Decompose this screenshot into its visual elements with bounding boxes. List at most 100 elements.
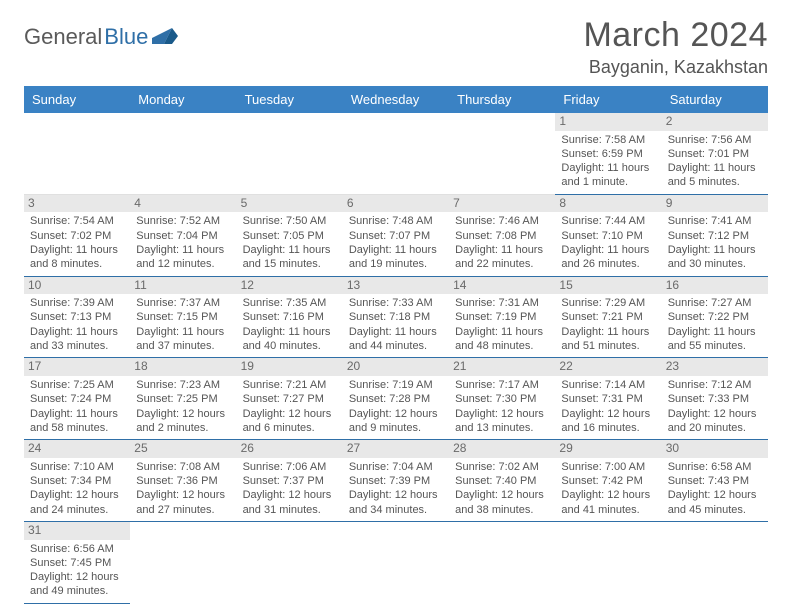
sunrise-text: Sunrise: 7:58 AM	[561, 133, 655, 147]
sunset-text: Sunset: 7:40 PM	[455, 474, 549, 488]
calendar-cell: 1Sunrise: 7:58 AMSunset: 6:59 PMDaylight…	[555, 113, 661, 194]
sunset-text: Sunset: 7:10 PM	[561, 229, 655, 243]
calendar-cell: 22Sunrise: 7:14 AMSunset: 7:31 PMDayligh…	[555, 358, 661, 440]
sunrise-text: Sunrise: 7:41 AM	[668, 214, 762, 228]
daylight-text: and 41 minutes.	[561, 503, 655, 517]
sunset-text: Sunset: 7:30 PM	[455, 392, 549, 406]
calendar-cell	[237, 113, 343, 194]
day-number: 24	[24, 440, 130, 458]
day-number: 4	[130, 195, 236, 213]
sunrise-text: Sunrise: 7:14 AM	[561, 378, 655, 392]
day-number: 21	[449, 358, 555, 376]
day-header: Friday	[555, 86, 661, 113]
daylight-text: Daylight: 12 hours	[561, 488, 655, 502]
daylight-text: Daylight: 11 hours	[349, 243, 443, 257]
daylight-text: and 8 minutes.	[30, 257, 124, 271]
day-number: 10	[24, 277, 130, 295]
daylight-text: Daylight: 12 hours	[455, 488, 549, 502]
sunrise-text: Sunrise: 7:19 AM	[349, 378, 443, 392]
daylight-text: Daylight: 11 hours	[136, 243, 230, 257]
daylight-text: Daylight: 12 hours	[561, 407, 655, 421]
day-number: 14	[449, 277, 555, 295]
day-number: 8	[555, 195, 661, 213]
calendar-cell: 7Sunrise: 7:46 AMSunset: 7:08 PMDaylight…	[449, 194, 555, 276]
calendar-week-row: 10Sunrise: 7:39 AMSunset: 7:13 PMDayligh…	[24, 276, 768, 358]
sunrise-text: Sunrise: 7:50 AM	[243, 214, 337, 228]
sunset-text: Sunset: 7:02 PM	[30, 229, 124, 243]
calendar-cell: 24Sunrise: 7:10 AMSunset: 7:34 PMDayligh…	[24, 440, 130, 522]
calendar-cell	[343, 113, 449, 194]
calendar-cell: 28 Sunrise: 7:02 AMSunset: 7:40 PMDayligh…	[449, 440, 555, 522]
calendar-cell: 31Sunrise: 6:56 AMSunset: 7:45 PMDayligh…	[24, 521, 130, 603]
sunset-text: Sunset: 7:19 PM	[455, 310, 549, 324]
daylight-text: and 1 minute.	[561, 175, 655, 189]
calendar-cell: 12Sunrise: 7:35 AMSunset: 7:16 PMDayligh…	[237, 276, 343, 358]
logo-text-1: General	[24, 24, 102, 50]
daylight-text: and 51 minutes.	[561, 339, 655, 353]
page-title: March 2024	[583, 16, 768, 55]
daylight-text: and 19 minutes.	[349, 257, 443, 271]
sunrise-text: Sunrise: 7:46 AM	[455, 214, 549, 228]
sunset-text: Sunset: 7:05 PM	[243, 229, 337, 243]
sunrise-text: Sunrise: 7:02 AM	[455, 460, 549, 474]
sunset-text: Sunset: 7:28 PM	[349, 392, 443, 406]
calendar-cell: 25Sunrise: 7:08 AMSunset: 7:36 PMDayligh…	[130, 440, 236, 522]
sunset-text: Sunset: 7:27 PM	[243, 392, 337, 406]
sunrise-text: Sunrise: 7:56 AM	[668, 133, 762, 147]
daylight-text: and 38 minutes.	[455, 503, 549, 517]
logo-flag-icon	[152, 24, 178, 50]
sunrise-text: Sunrise: 7:31 AM	[455, 296, 549, 310]
day-number: 19	[237, 358, 343, 376]
daylight-text: Daylight: 12 hours	[136, 488, 230, 502]
calendar-cell: 19 Sunrise: 7:21 AMSunset: 7:27 PMDayligh…	[237, 358, 343, 440]
daylight-text: and 15 minutes.	[243, 257, 337, 271]
daylight-text: and 30 minutes.	[668, 257, 762, 271]
daylight-text: and 5 minutes.	[668, 175, 762, 189]
sunrise-text: Sunrise: 7:35 AM	[243, 296, 337, 310]
day-number: 26	[237, 440, 343, 458]
sunset-text: Sunset: 7:15 PM	[136, 310, 230, 324]
location-subtitle: Bayganin, Kazakhstan	[583, 57, 768, 78]
sunset-text: Sunset: 7:37 PM	[243, 474, 337, 488]
calendar-cell: 9Sunrise: 7:41 AMSunset: 7:12 PMDaylight…	[662, 194, 768, 276]
daylight-text: Daylight: 11 hours	[243, 325, 337, 339]
daylight-text: Daylight: 11 hours	[561, 161, 655, 175]
page-header: GeneralBlue March 2024 Bayganin, Kazakhs…	[24, 16, 768, 78]
calendar-cell: 5Sunrise: 7:50 AMSunset: 7:05 PMDaylight…	[237, 194, 343, 276]
sunrise-text: Sunrise: 7:21 AM	[243, 378, 337, 392]
daylight-text: and 55 minutes.	[668, 339, 762, 353]
daylight-text: Daylight: 11 hours	[349, 325, 443, 339]
daylight-text: Daylight: 12 hours	[30, 570, 124, 584]
calendar-week-row: 31Sunrise: 6:56 AMSunset: 7:45 PMDayligh…	[24, 521, 768, 603]
daylight-text: and 16 minutes.	[561, 421, 655, 435]
calendar-cell: 8Sunrise: 7:44 AMSunset: 7:10 PMDaylight…	[555, 194, 661, 276]
sunset-text: Sunset: 7:04 PM	[136, 229, 230, 243]
calendar-cell: 13Sunrise: 7:33 AMSunset: 7:18 PMDayligh…	[343, 276, 449, 358]
calendar-week-row: 3Sunrise: 7:54 AMSunset: 7:02 PMDaylight…	[24, 194, 768, 276]
day-header: Tuesday	[237, 86, 343, 113]
sunset-text: Sunset: 7:13 PM	[30, 310, 124, 324]
day-header: Sunday	[24, 86, 130, 113]
daylight-text: and 40 minutes.	[243, 339, 337, 353]
day-number: 18	[130, 358, 236, 376]
sunrise-text: Sunrise: 7:10 AM	[30, 460, 124, 474]
logo: GeneralBlue	[24, 16, 178, 50]
sunset-text: Sunset: 7:45 PM	[30, 556, 124, 570]
daylight-text: Daylight: 11 hours	[136, 325, 230, 339]
sunset-text: Sunset: 7:33 PM	[668, 392, 762, 406]
sunrise-text: Sunrise: 7:00 AM	[561, 460, 655, 474]
sunrise-text: Sunrise: 6:56 AM	[30, 542, 124, 556]
daylight-text: and 26 minutes.	[561, 257, 655, 271]
sunrise-text: Sunrise: 7:06 AM	[243, 460, 337, 474]
daylight-text: Daylight: 12 hours	[136, 407, 230, 421]
sunset-text: Sunset: 7:12 PM	[668, 229, 762, 243]
daylight-text: Daylight: 11 hours	[668, 325, 762, 339]
sunset-text: Sunset: 6:59 PM	[561, 147, 655, 161]
sunset-text: Sunset: 7:22 PM	[668, 310, 762, 324]
sunset-text: Sunset: 7:24 PM	[30, 392, 124, 406]
daylight-text: Daylight: 12 hours	[243, 407, 337, 421]
day-number: 12	[237, 277, 343, 295]
calendar-cell	[237, 521, 343, 603]
day-number: 22	[555, 358, 661, 376]
day-number: 28	[449, 440, 555, 458]
